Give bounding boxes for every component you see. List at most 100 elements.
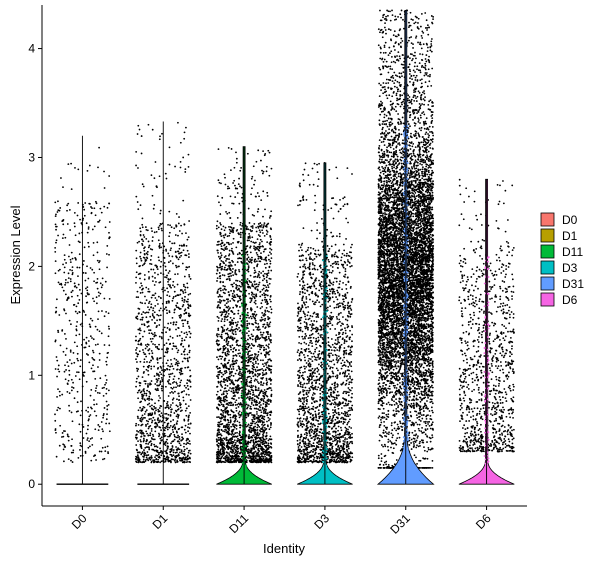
data-point	[259, 437, 262, 439]
data-point	[137, 440, 139, 443]
data-point	[267, 254, 270, 257]
data-point	[268, 265, 271, 268]
data-point	[70, 411, 73, 414]
data-point	[149, 414, 152, 416]
data-point	[250, 297, 253, 300]
data-point	[151, 337, 154, 340]
data-point	[172, 297, 174, 300]
data-point	[225, 396, 228, 399]
data-point	[182, 399, 185, 402]
data-point	[175, 328, 177, 331]
data-point	[158, 394, 160, 397]
data-point	[251, 413, 253, 416]
data-point	[267, 315, 269, 318]
data-point	[250, 299, 253, 302]
data-point	[250, 408, 253, 410]
data-point	[249, 274, 252, 277]
data-point	[182, 437, 185, 440]
data-point	[234, 451, 237, 454]
data-point	[265, 338, 268, 341]
data-point	[346, 304, 349, 307]
data-point	[267, 358, 270, 361]
data-point	[220, 428, 223, 431]
data-point	[159, 212, 162, 215]
data-point	[267, 286, 270, 289]
data-point	[181, 457, 184, 460]
data-point	[256, 429, 259, 431]
data-point	[218, 201, 220, 204]
data-point	[231, 285, 234, 288]
data-point	[85, 432, 88, 435]
data-point	[137, 167, 139, 169]
data-point	[174, 345, 176, 348]
data-point	[54, 215, 57, 218]
data-point	[251, 236, 254, 239]
data-point	[79, 323, 82, 326]
data-point	[188, 356, 191, 359]
data-point	[218, 240, 220, 243]
data-point	[173, 286, 176, 288]
data-point	[230, 433, 233, 436]
data-point	[250, 379, 253, 382]
data-point	[233, 445, 235, 448]
data-point	[234, 264, 237, 266]
data-point	[104, 383, 106, 386]
data-point	[91, 207, 93, 209]
data-point	[83, 346, 86, 349]
data-point	[232, 299, 235, 301]
data-point	[158, 414, 161, 416]
data-point	[181, 436, 184, 439]
data-point	[143, 249, 146, 252]
data-point	[223, 318, 226, 321]
data-point	[98, 268, 101, 271]
data-point	[240, 228, 242, 230]
data-point	[79, 442, 82, 445]
data-point	[80, 400, 82, 403]
data-point	[236, 444, 239, 447]
data-point	[226, 235, 229, 238]
data-point	[246, 324, 249, 327]
data-point	[265, 451, 268, 454]
data-point	[262, 226, 265, 229]
data-point	[68, 404, 70, 407]
data-point	[183, 454, 186, 456]
data-point	[69, 278, 72, 280]
data-point	[87, 241, 90, 244]
data-point	[256, 238, 259, 241]
data-point	[233, 354, 235, 357]
data-point	[216, 348, 219, 351]
data-point	[142, 389, 145, 391]
data-point	[218, 455, 221, 457]
data-point	[257, 414, 260, 417]
data-point	[261, 336, 263, 338]
data-point	[228, 249, 231, 252]
data-point	[71, 269, 73, 272]
data-point	[235, 409, 238, 412]
data-point	[253, 280, 256, 283]
data-point	[216, 451, 218, 454]
data-point	[224, 176, 226, 179]
data-point	[314, 201, 317, 204]
data-point	[158, 433, 161, 436]
data-point	[176, 440, 179, 443]
data-point	[226, 327, 229, 330]
data-point	[233, 398, 235, 400]
data-point	[228, 228, 231, 231]
data-point	[225, 245, 228, 248]
data-point	[188, 393, 190, 396]
data-point	[167, 381, 170, 383]
data-point	[143, 278, 146, 281]
data-point	[229, 330, 232, 332]
data-point	[227, 441, 230, 444]
data-point	[168, 328, 171, 331]
data-point	[103, 407, 106, 409]
data-point	[174, 251, 177, 253]
data-point	[267, 351, 270, 354]
data-point	[218, 272, 221, 274]
data-point	[157, 314, 160, 317]
points-d11	[215, 146, 273, 464]
data-point	[227, 377, 230, 380]
data-point	[219, 433, 222, 436]
data-point	[140, 446, 143, 448]
data-point	[135, 271, 138, 274]
